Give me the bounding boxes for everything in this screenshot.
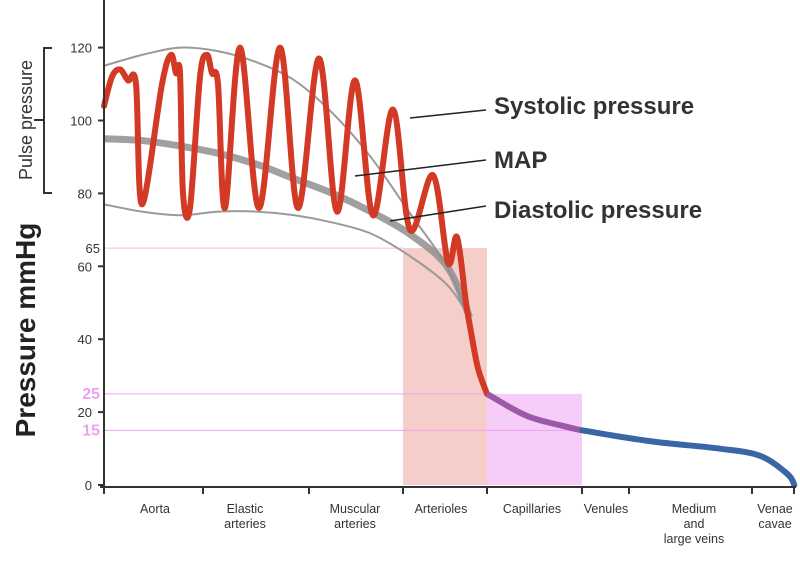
map-leader-line <box>354 159 487 177</box>
y-tick-label: 80 <box>78 186 92 201</box>
pulse-pressure-bracket <box>34 47 52 194</box>
y-tick-label: 40 <box>78 332 92 347</box>
x-category-label: Venae cavae <box>757 502 793 531</box>
systolic-leader-line <box>409 109 487 119</box>
arterial-pulse-curve <box>101 44 490 397</box>
capillaries-shaded-region <box>487 393 582 485</box>
x-category-label: Arterioles <box>415 502 468 516</box>
x-category-label: Venules <box>584 502 628 516</box>
level-label-15: 15 <box>82 422 100 439</box>
diastolic-pressure-label: Diastolic pressure <box>494 197 702 224</box>
y-tick-label: 0 <box>85 478 92 493</box>
diastolic-pressure-curve <box>103 203 471 318</box>
arterioles-shaded-region <box>403 248 487 485</box>
y-tick-label: 100 <box>70 114 92 129</box>
x-category-label: Medium and large veins <box>664 502 724 546</box>
x-category-label: Muscular arteries <box>330 502 381 531</box>
y-tick-label: 20 <box>78 405 92 420</box>
capillary-pressure-curve <box>485 391 583 434</box>
x-category-label: Elastic arteries <box>224 502 266 531</box>
systolic-pressure-label: Systolic pressure <box>494 93 694 120</box>
pulse-pressure-label: Pulse pressure <box>16 60 36 180</box>
x-category-label: Aorta <box>140 502 170 516</box>
level-label-65: 65 <box>86 241 100 256</box>
venous-pressure-curve <box>579 427 798 488</box>
y-axis-title: Pressure mmHg <box>10 223 41 438</box>
level-label-25: 25 <box>82 386 100 403</box>
map-label: MAP <box>494 147 547 174</box>
y-axis-ticks: 0 20 40 60 80 100 120 <box>70 41 104 493</box>
systolic-pressure-curve <box>103 46 471 322</box>
x-axis-ticks: Aorta Elastic arteries Muscular arteries Arte… <box>103 487 795 546</box>
y-tick-label: 60 <box>78 259 92 274</box>
x-category-label: Capillaries <box>503 502 561 516</box>
y-tick-label: 120 <box>70 41 92 56</box>
diastolic-leader-line <box>389 205 487 222</box>
